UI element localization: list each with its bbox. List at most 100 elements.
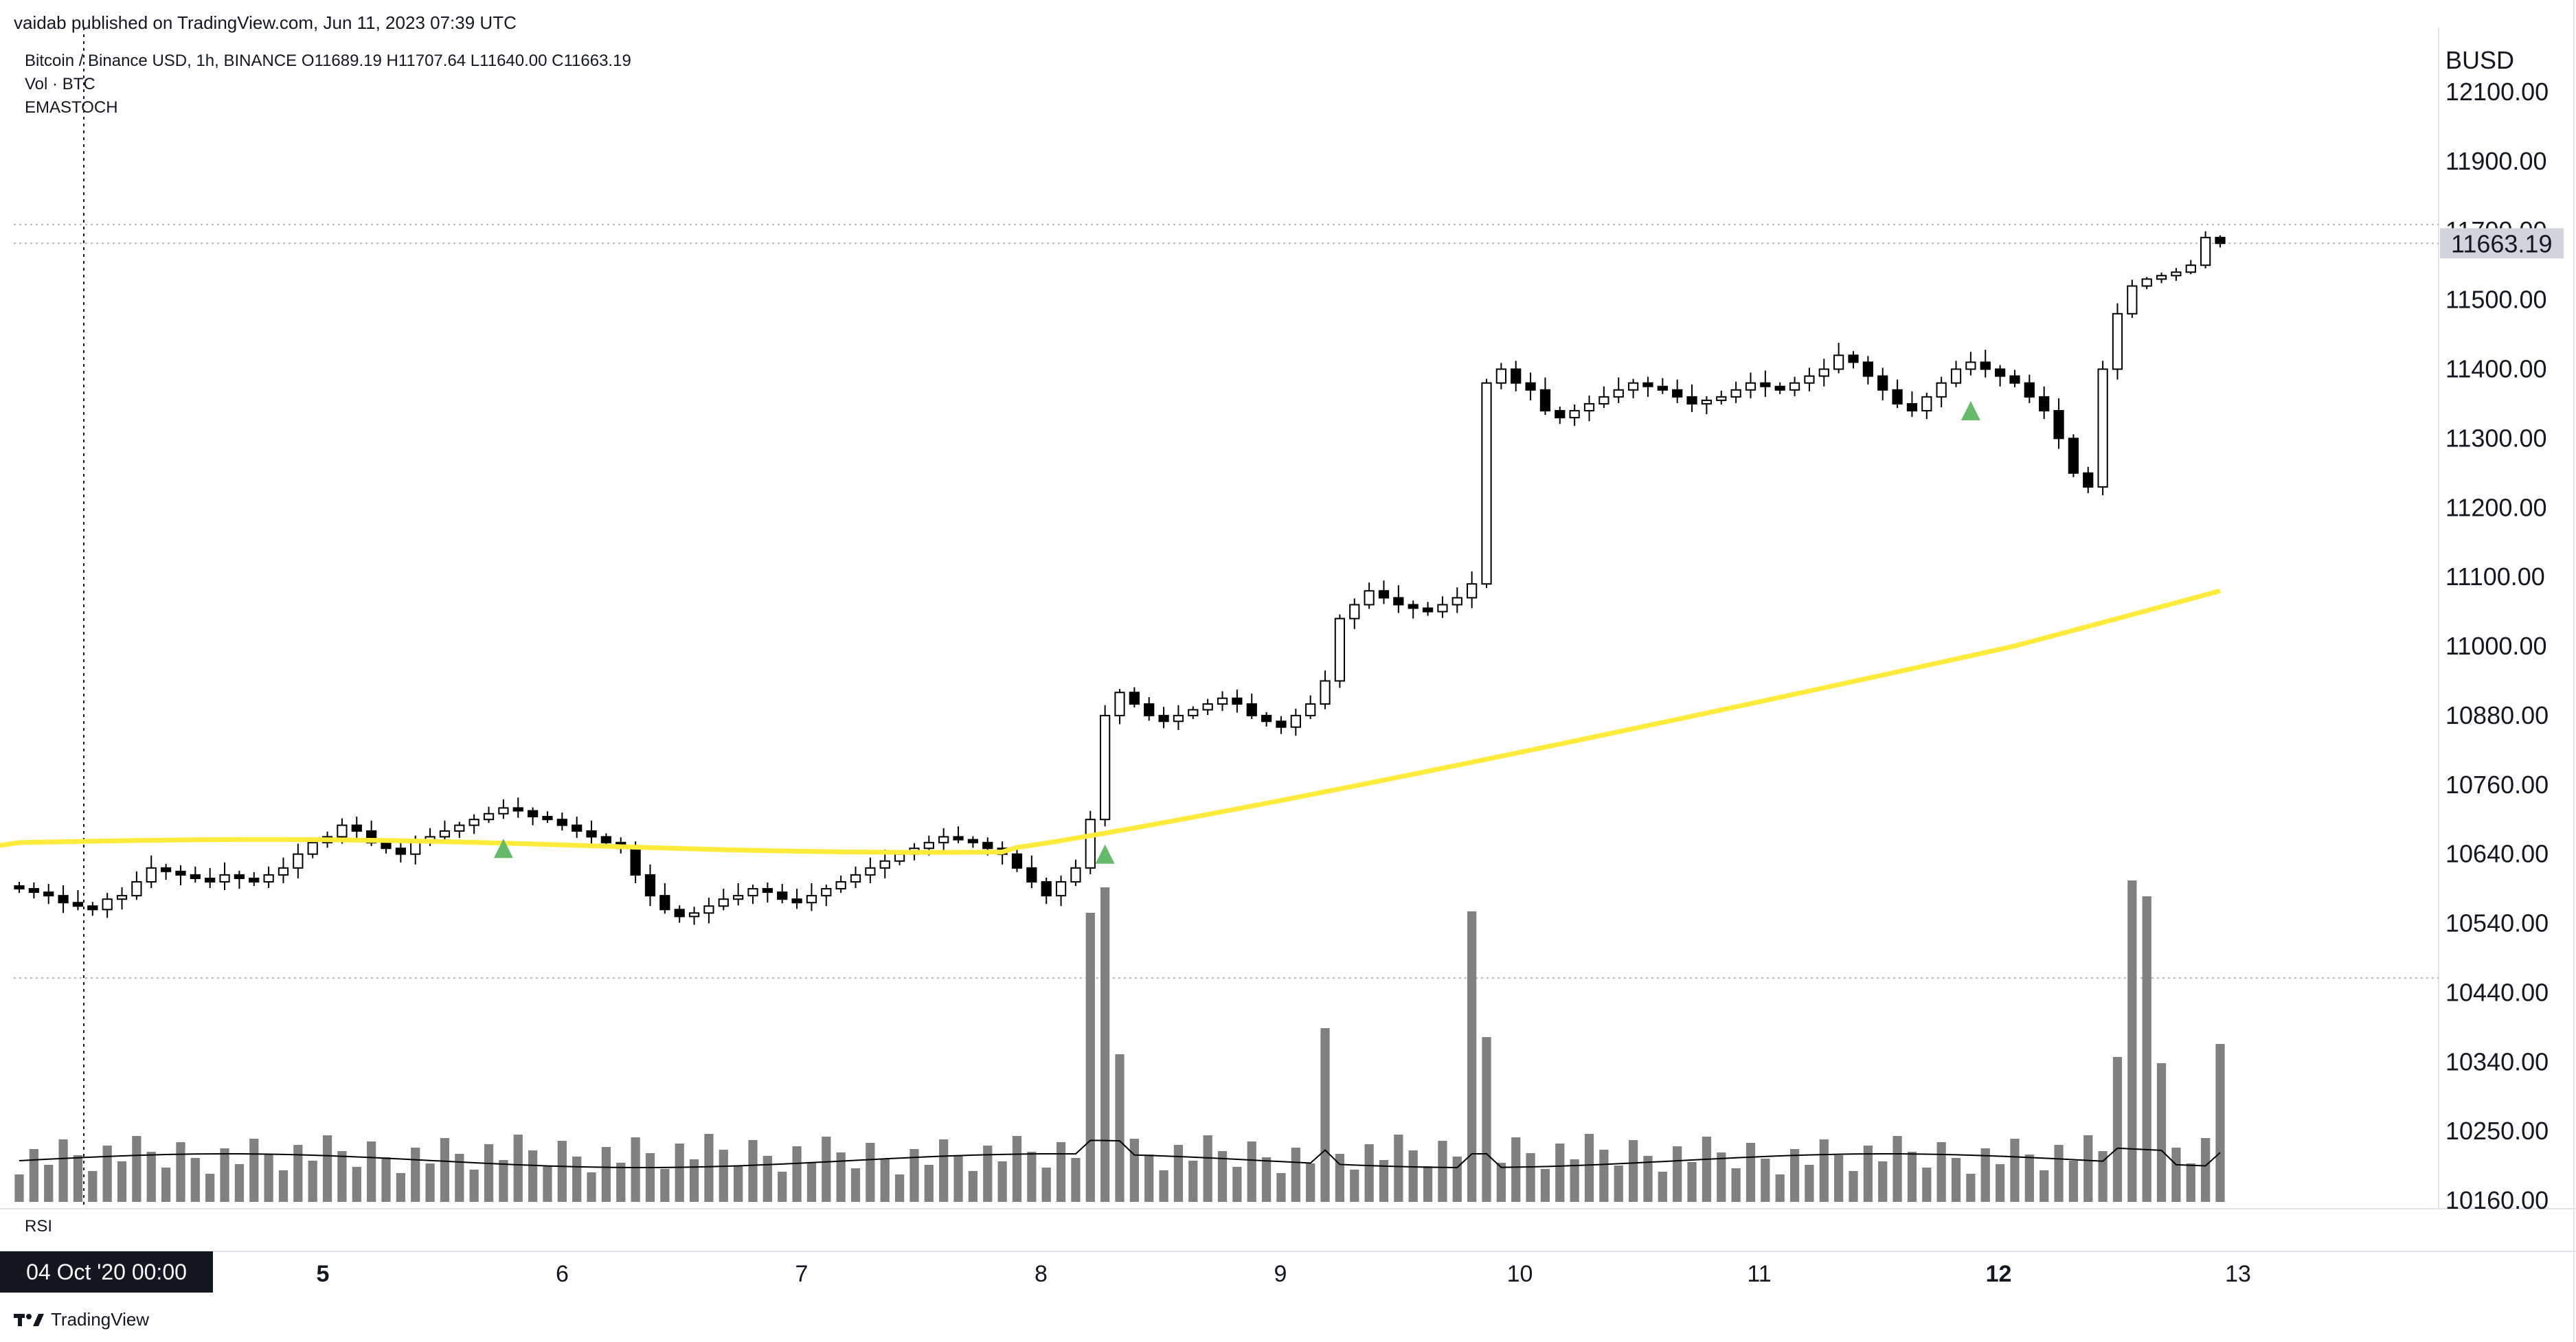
volume-bar — [1408, 1150, 1418, 1202]
volume-bar — [1893, 1136, 1902, 1202]
volume-bar — [2215, 1044, 2225, 1202]
volume-bar — [528, 1150, 538, 1202]
x-tick-label: 9 — [1274, 1261, 1287, 1287]
symbol-legend[interactable]: Bitcoin / Binance USD, 1h, BINANCE O1168… — [25, 52, 631, 70]
candle-body — [747, 888, 758, 897]
volume-bar — [396, 1173, 405, 1202]
volume-bar — [278, 1170, 289, 1202]
candle-body — [982, 841, 993, 850]
candle-body — [542, 815, 553, 821]
candle-body — [1994, 368, 2006, 377]
candle-body — [1921, 396, 1932, 412]
volume-bar — [1702, 1137, 1712, 1202]
candle-body — [1598, 396, 1609, 405]
x-tick-label: 11 — [1747, 1261, 1771, 1287]
volume-bar — [2068, 1161, 2079, 1202]
volume-bar — [1364, 1144, 1374, 1202]
candle-body — [1070, 867, 1081, 883]
volume-bar — [2156, 1063, 2167, 1202]
volume-bar — [1467, 911, 1477, 1202]
chart-legend: Bitcoin / Binance USD, 1h, BINANCE O1168… — [25, 49, 631, 120]
candle-body — [190, 874, 201, 879]
volume-bar — [836, 1152, 846, 1202]
candle-body — [733, 895, 744, 900]
volume-bar — [2098, 1151, 2108, 1202]
y-tick-label: 11900.00 — [2445, 147, 2546, 175]
candle-body — [1144, 703, 1155, 716]
volume-bar — [748, 1140, 758, 1202]
volume-bar — [719, 1150, 728, 1202]
candle-body — [967, 839, 979, 843]
volume-bar — [499, 1160, 508, 1202]
candle-body — [1408, 604, 1419, 609]
volume-bar — [645, 1153, 655, 1202]
candle-body — [1158, 714, 1169, 723]
volume-bar — [205, 1174, 215, 1202]
candle-body — [2039, 396, 2050, 412]
volume-bar — [264, 1155, 273, 1202]
volume-bar — [2010, 1139, 2020, 1202]
volume-bar — [1027, 1152, 1037, 1202]
volume-bar — [1085, 913, 1095, 1202]
volume-bar — [352, 1167, 361, 1202]
volume-bar — [616, 1163, 626, 1202]
y-tick-label: 11100.00 — [2445, 562, 2545, 591]
candle-body — [1657, 385, 1668, 391]
candle-body — [2141, 278, 2152, 287]
volume-bar — [983, 1146, 993, 1202]
candle-body — [894, 853, 905, 862]
volume-bar — [1540, 1169, 1550, 1202]
volume-bar — [2186, 1163, 2195, 1202]
volume-bar — [161, 1168, 171, 1202]
candle-body — [293, 853, 304, 869]
volume-bar — [1805, 1165, 1814, 1202]
candle-body — [572, 824, 583, 832]
candle-body — [410, 841, 421, 855]
candle-body — [2185, 264, 2196, 273]
published-by: vaidab published on TradingView.com, Jun… — [14, 12, 517, 33]
volume-bar — [1335, 1154, 1345, 1202]
candle-body — [1745, 382, 1756, 391]
volume-bar — [220, 1148, 229, 1202]
ema-line — [0, 588, 2221, 855]
crosshair-date-label: 04 Oct '20 00:00 — [0, 1251, 213, 1293]
candle-body — [1950, 368, 1962, 384]
candle-body — [1305, 703, 1316, 716]
volume-bar — [1041, 1168, 1051, 1202]
volume-bar — [1614, 1165, 1623, 1202]
candle-body — [688, 912, 700, 918]
candle-body — [160, 867, 172, 872]
y-tick-label: 10640.00 — [2445, 840, 2549, 868]
volume-bar — [2040, 1170, 2049, 1202]
volume-bar — [880, 1159, 890, 1202]
indicator-legend[interactable]: EMASTOCH — [25, 98, 118, 117]
volume-bar — [455, 1154, 464, 1202]
volume-bar — [822, 1137, 831, 1202]
candle-body — [14, 885, 25, 890]
candle-body — [1892, 389, 1903, 405]
candle-body — [777, 891, 788, 900]
volume-bar — [1100, 887, 1110, 1202]
rsi-pane-label[interactable]: RSI — [25, 1217, 53, 1236]
candle-body — [439, 830, 451, 838]
volume-bar — [1188, 1161, 1198, 1202]
volume-bar — [1276, 1173, 1286, 1202]
candle-body — [1627, 382, 1639, 391]
volume-bar — [293, 1145, 303, 1202]
candle-body — [1055, 880, 1067, 897]
candle-body — [337, 824, 348, 838]
candle-body — [821, 888, 832, 897]
candle-body — [249, 877, 260, 883]
y-tick-label: 10540.00 — [2445, 909, 2549, 937]
buy-signal-marker — [1095, 844, 1115, 864]
volume-bar — [367, 1141, 376, 1202]
volume-bar — [411, 1148, 420, 1202]
candle-body — [87, 905, 98, 911]
candle-body — [512, 807, 523, 812]
candle-body — [468, 819, 479, 826]
candle-body — [556, 819, 567, 826]
volume-sma-line — [19, 1139, 2221, 1168]
candle-body — [116, 895, 128, 900]
y-tick-label: 10440.00 — [2445, 978, 2549, 1006]
